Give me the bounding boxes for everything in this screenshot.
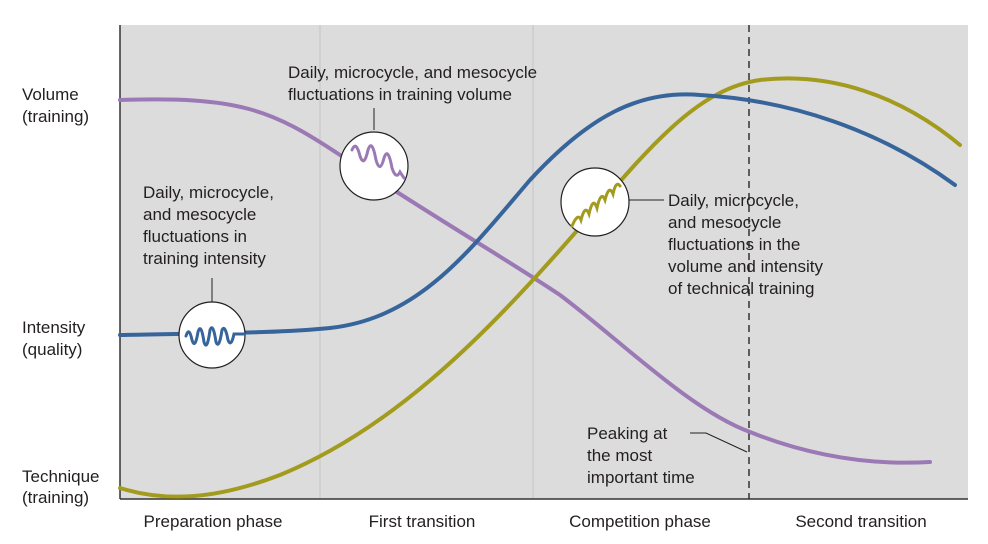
- intensity-curve: [118, 92, 957, 337]
- technical-fluctuation-magnifier: [560, 167, 630, 237]
- volume-fluctuation-wave: [350, 144, 406, 180]
- annotation-intensity-fluctuations: Daily, microcycle, and mesocycle fluctua…: [143, 183, 279, 268]
- volume-fluctuation-magnifier: [339, 131, 409, 201]
- plot-background: [120, 25, 968, 499]
- y-label-volume: Volume (training): [22, 85, 89, 126]
- phase-label-preparation: Preparation phase: [144, 512, 283, 531]
- phase-label-second-transition: Second transition: [795, 512, 926, 531]
- phase-label-first-transition: First transition: [369, 512, 476, 531]
- phase-label-competition: Competition phase: [569, 512, 711, 531]
- technical-fluctuation-wave: [570, 182, 622, 228]
- intensity-fluctuation-magnifier: [178, 301, 246, 369]
- intensity-fluctuation-wave: [184, 326, 246, 347]
- volume-curve: [118, 97, 932, 465]
- technique-curve: [118, 76, 962, 499]
- peaking-callout-leader: [690, 432, 748, 453]
- y-label-intensity: Intensity (quality): [22, 318, 90, 359]
- annotation-peaking: Peaking at the most important time: [587, 424, 695, 487]
- annotation-volume-fluctuations: Daily, microcycle, and mesocycle fluctua…: [288, 63, 542, 104]
- y-label-technique: Technique (training): [22, 467, 104, 507]
- annotation-technical-fluctuations: Daily, microcycle, and mesocycle fluctua…: [668, 191, 828, 298]
